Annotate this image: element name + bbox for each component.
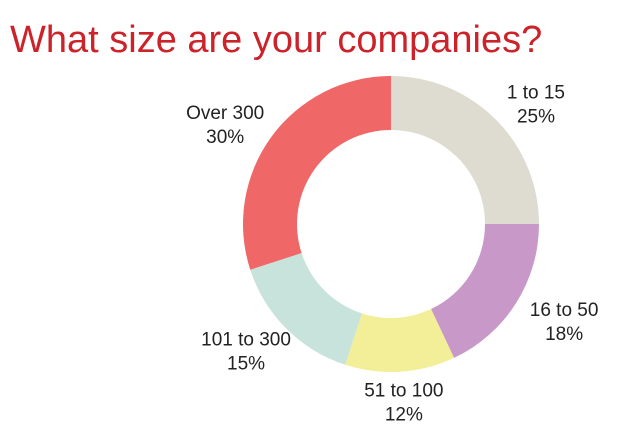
slice-percent: 30% [206, 127, 244, 148]
slice-label: 51 to 100 [364, 381, 443, 402]
donut-slice [250, 253, 362, 365]
slice-label: 1 to 15 [507, 82, 565, 103]
chart-title: What size are your companies? [10, 19, 542, 61]
slice-label: 101 to 300 [201, 330, 291, 351]
slice-percent: 15% [227, 354, 265, 375]
donut-slice [345, 309, 455, 373]
slice-percent: 25% [517, 106, 555, 127]
donut-slice [431, 224, 539, 358]
slice-percent: 18% [545, 324, 583, 345]
slice-label: Over 300 [186, 103, 264, 124]
donut-slice [391, 76, 539, 224]
slice-percent: 12% [385, 405, 423, 426]
donut-slice [242, 76, 391, 270]
slice-label: 16 to 50 [530, 300, 599, 321]
